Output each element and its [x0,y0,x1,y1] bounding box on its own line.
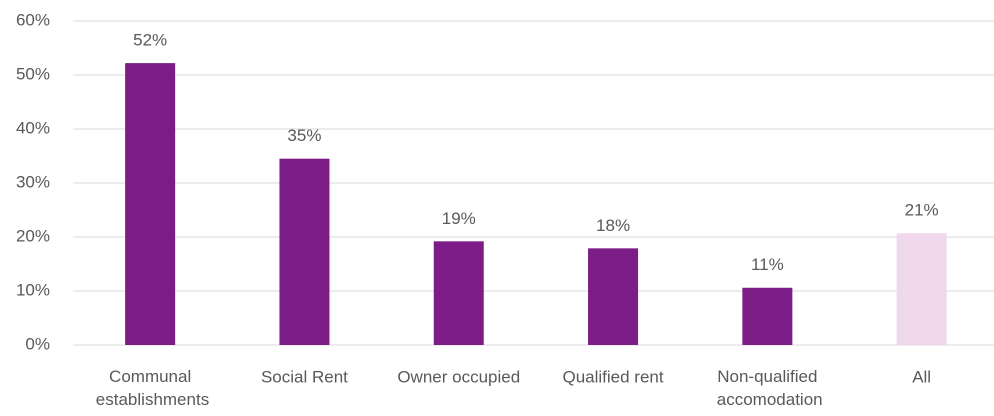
x-tick-label: Social Rent [261,367,348,386]
bar [896,233,947,345]
bar [588,248,639,345]
data-label: 21% [905,201,939,220]
data-label: 11% [751,255,784,274]
y-tick-label: 20% [16,226,50,245]
x-tick-label: Owner occupied [397,367,520,386]
y-tick-label: 10% [16,280,50,299]
bar [279,158,330,345]
data-label: 52% [133,31,167,50]
y-tick-label: 40% [16,118,50,137]
data-label: 19% [442,209,476,228]
x-tick-label: Qualified rent [562,367,663,386]
bar [742,287,793,345]
y-tick-label: 0% [25,334,50,353]
bar [433,241,484,345]
data-label: 18% [596,216,630,235]
x-tick-label: Non-qualified accomodation [712,367,823,409]
y-tick-label: 30% [16,172,50,191]
y-tick-label: 50% [16,64,50,83]
data-label: 35% [287,126,321,145]
bar [125,63,176,346]
y-tick-label: 60% [16,10,50,29]
x-tick-label: Communal establishments [91,367,209,409]
x-tick-label: All [912,367,931,386]
